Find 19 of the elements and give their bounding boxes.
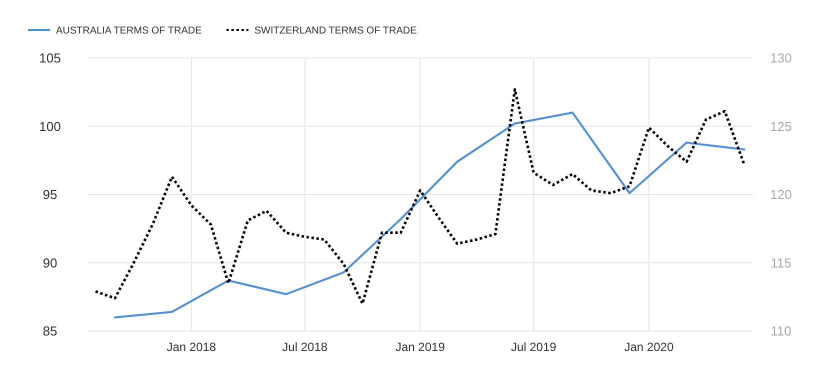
x-tick-label: Jan 2020 (624, 340, 674, 354)
y-tick-label: 85 (42, 324, 58, 339)
x-tick-label: Jan 2018 (166, 340, 216, 354)
line-series (114, 112, 746, 318)
y-tick-label: 95 (42, 187, 58, 202)
y2-tick-label: 125 (770, 118, 792, 134)
legend-label: AUSTRALIA TERMS OF TRADE (56, 26, 202, 36)
y-tick-label: 90 (42, 255, 58, 270)
legend-label: SWITZERLAND TERMS OF TRADE (254, 26, 418, 36)
x-tick-label: Jan 2019 (395, 340, 446, 354)
y2-tick-label: 115 (770, 255, 792, 270)
y2-tick-label: 130 (770, 50, 792, 66)
line-series (94, 88, 746, 305)
y-tick-label: 100 (39, 118, 61, 134)
y2-tick-label: 120 (770, 187, 792, 202)
x-tick-label: Jul 2019 (510, 340, 557, 354)
x-tick-label: Jul 2018 (282, 340, 328, 354)
y-tick-label: 105 (39, 50, 61, 66)
y2-tick-label: 110 (770, 324, 792, 339)
